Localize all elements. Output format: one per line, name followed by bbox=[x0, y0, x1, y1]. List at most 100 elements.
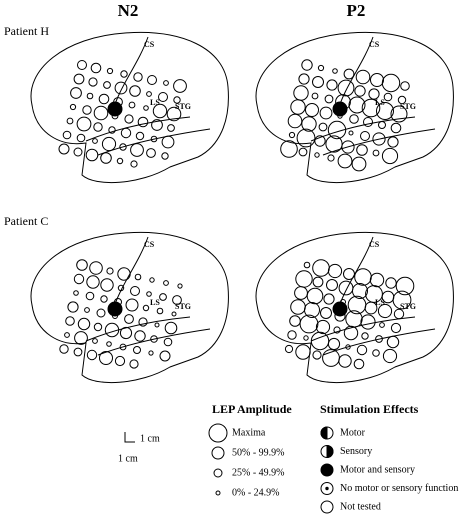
electrode bbox=[116, 157, 124, 165]
electrode bbox=[361, 332, 369, 340]
electrode bbox=[298, 73, 310, 85]
electrode bbox=[159, 293, 167, 301]
electrode bbox=[163, 80, 169, 86]
electrode bbox=[84, 307, 90, 313]
electrode bbox=[163, 337, 173, 347]
sulcus-label: LS bbox=[375, 98, 385, 107]
electrode bbox=[120, 70, 128, 78]
electrode bbox=[325, 135, 343, 153]
electrode bbox=[312, 276, 324, 288]
electrode bbox=[151, 119, 163, 131]
electrode bbox=[76, 133, 86, 143]
electrode bbox=[379, 322, 385, 328]
electrode bbox=[73, 290, 79, 296]
electrode bbox=[360, 314, 376, 330]
electrode bbox=[138, 317, 148, 327]
electrode bbox=[345, 344, 351, 350]
electrode bbox=[290, 99, 306, 115]
electrode bbox=[299, 314, 319, 334]
electrode bbox=[303, 335, 309, 341]
electrode bbox=[103, 81, 111, 89]
electrode bbox=[348, 130, 354, 136]
electrode bbox=[128, 101, 136, 109]
legend-title: Stimulation Effects bbox=[320, 402, 419, 416]
electrode bbox=[92, 338, 98, 344]
brain-outline bbox=[30, 31, 229, 184]
electrode bbox=[93, 105, 109, 121]
electrode bbox=[66, 117, 74, 125]
electrode bbox=[82, 105, 92, 115]
electrode bbox=[305, 103, 319, 117]
electrode bbox=[119, 143, 127, 151]
electrode bbox=[318, 122, 328, 132]
electrode bbox=[319, 106, 333, 120]
legend-marker bbox=[320, 463, 334, 477]
electrode bbox=[377, 303, 393, 319]
electrode bbox=[372, 149, 380, 157]
electrode bbox=[119, 343, 127, 351]
electrode bbox=[90, 62, 102, 74]
electrode bbox=[393, 308, 405, 320]
electrode bbox=[333, 326, 341, 334]
electrode bbox=[294, 286, 308, 300]
electrode bbox=[372, 349, 380, 357]
electrode bbox=[360, 131, 370, 141]
electrode bbox=[73, 347, 83, 357]
electrode bbox=[303, 261, 311, 269]
electrode bbox=[150, 135, 158, 143]
electrode bbox=[104, 322, 120, 338]
electrode bbox=[164, 321, 178, 335]
electrode bbox=[324, 94, 334, 104]
electrode bbox=[106, 67, 114, 75]
sulcus-label: CS bbox=[144, 240, 155, 249]
legend-marker bbox=[208, 423, 228, 443]
legend-dot bbox=[325, 486, 329, 491]
electrode bbox=[100, 295, 108, 303]
legend-marker bbox=[213, 468, 223, 478]
electrode bbox=[356, 344, 368, 356]
electrode bbox=[390, 105, 408, 123]
electrode bbox=[327, 120, 347, 140]
brain-panel: CS LS STG bbox=[255, 31, 454, 184]
legend-item: Motor and sensory bbox=[340, 464, 415, 475]
electrode bbox=[146, 148, 156, 158]
electrode bbox=[354, 85, 366, 97]
electrode bbox=[343, 268, 355, 280]
electrode bbox=[133, 346, 141, 354]
electrode bbox=[386, 335, 400, 349]
electrode bbox=[381, 73, 401, 93]
electrode bbox=[85, 148, 99, 162]
electrode bbox=[338, 280, 354, 296]
electrode bbox=[74, 331, 88, 345]
electrode bbox=[161, 152, 169, 160]
electrode bbox=[280, 140, 298, 158]
legend-half bbox=[320, 426, 328, 440]
electrode bbox=[77, 317, 91, 331]
electrode bbox=[355, 69, 371, 85]
electrode bbox=[317, 64, 325, 72]
electrode bbox=[59, 344, 69, 354]
superior-temporal bbox=[322, 128, 436, 156]
electrode bbox=[142, 304, 150, 312]
electrode-motor-sensory bbox=[332, 101, 348, 117]
electrode bbox=[106, 341, 112, 347]
electrode bbox=[148, 350, 154, 356]
lateral-sulcus bbox=[85, 116, 191, 142]
electrode bbox=[298, 147, 308, 157]
legend-item: Motor bbox=[340, 427, 366, 438]
brain-panel: CS LS STG bbox=[30, 31, 229, 184]
electrode bbox=[58, 143, 70, 155]
electrode-motor-sensory bbox=[332, 301, 348, 317]
legend-item: Sensory bbox=[340, 446, 372, 457]
electrode bbox=[135, 131, 145, 141]
legend: 1 cm 1 cm LEP Amplitude Stimulation Effe… bbox=[118, 402, 458, 514]
sulcus-label: LS bbox=[375, 298, 385, 307]
electrode bbox=[69, 103, 77, 111]
electrode bbox=[387, 136, 399, 148]
electrode bbox=[361, 98, 381, 118]
electrode bbox=[152, 103, 168, 119]
electrode bbox=[382, 348, 398, 364]
electrode bbox=[369, 272, 385, 288]
electrode-motor-sensory bbox=[107, 301, 123, 317]
